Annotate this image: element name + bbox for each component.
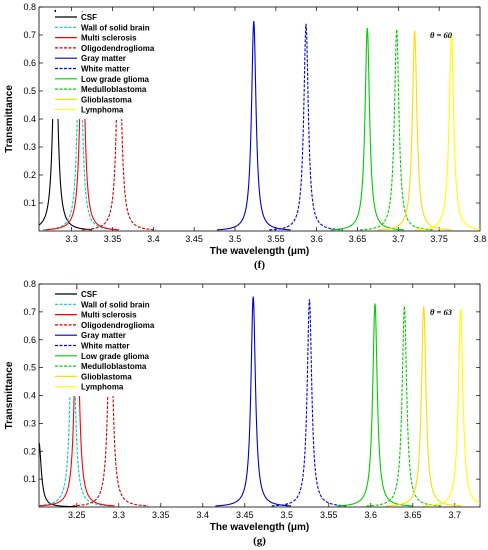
x-tick-label: 3.7: [449, 510, 462, 520]
x-tick-label: 3.55: [320, 510, 338, 520]
legend-entry: Lymphoma: [81, 106, 124, 115]
y-tick-label: 0.3: [23, 418, 36, 428]
legend-entry: Wall of solid brain: [81, 23, 150, 32]
series-line-5: [215, 296, 292, 507]
legend-entry: White matter: [81, 342, 129, 351]
y-axis-label: Transmittance: [4, 85, 15, 153]
legend-entry: Medulloblastoma: [81, 362, 147, 371]
x-tick-label: 3.4: [147, 234, 160, 244]
x-tick-label: 3.6: [310, 234, 323, 244]
x-tick-label: 3.75: [430, 234, 448, 244]
y-tick-label: 0.4: [23, 391, 36, 401]
angle-annotation: θ = 63: [430, 307, 453, 317]
x-tick-label: 3.3: [113, 510, 126, 520]
legend-entry: Medulloblastoma: [81, 85, 147, 94]
legend-entry: Wall of solid brain: [81, 300, 150, 309]
y-tick-label: 0.2: [23, 446, 36, 456]
series-line-6: [269, 23, 343, 231]
series-line-1: [39, 442, 77, 507]
x-tick-label: 3.55: [267, 234, 285, 244]
series-line-5: [216, 20, 291, 231]
x-tick-label: 3.45: [236, 510, 254, 520]
legend-entry: Multi sclerosis: [81, 34, 137, 43]
x-axis-label: The wavelength (μm): [210, 522, 309, 533]
y-tick-label: 0.2: [23, 170, 36, 180]
x-tick-label: 3.7: [392, 234, 405, 244]
legend-entry: CSF: [81, 290, 97, 299]
x-tick-label: 3.4: [197, 510, 210, 520]
panel-caption: (g): [253, 535, 266, 547]
x-tick-label: 3.5: [229, 234, 242, 244]
series-line-9: [377, 30, 452, 231]
y-tick-label: 0.3: [23, 142, 36, 152]
y-tick-label: 0.8: [23, 279, 36, 289]
legend-entry: Gray matter: [81, 331, 126, 340]
series-line-9: [385, 306, 462, 507]
legend-entry: CSF: [81, 13, 97, 22]
x-tick-label-edge: 3.8: [474, 234, 487, 244]
x-tick-label: 3.35: [152, 510, 170, 520]
legend-entry: White matter: [81, 65, 129, 74]
y-tick-label: 0.6: [23, 58, 36, 68]
y-tick-label: 0.7: [23, 30, 36, 40]
y-axis-label: Transmittance: [4, 361, 15, 429]
y-tick-label: 0.6: [23, 335, 36, 345]
y-tick-label: 0.7: [23, 307, 36, 317]
legend-box: [51, 289, 173, 396]
x-tick-label: 3.65: [404, 510, 422, 520]
y-tick-label: 0.1: [23, 474, 36, 484]
y-tick-label: 0.4: [23, 114, 36, 124]
legend-entry: Low grade glioma: [81, 352, 150, 361]
series-line-10: [414, 33, 480, 231]
y-tick-label: 0.5: [23, 363, 36, 373]
legend-entry: Multi sclerosis: [81, 311, 137, 320]
series-line-3: [39, 286, 115, 507]
panel-caption: (f): [254, 259, 265, 271]
x-tick-label: 3.5: [281, 510, 294, 520]
series-line-3: [45, 11, 120, 231]
legend-box: [51, 12, 173, 119]
legend-entry: Oligodendroglioma: [81, 321, 155, 330]
x-tick-label: 3.45: [185, 234, 203, 244]
x-tick-label: 3.25: [68, 510, 86, 520]
series-line-8: [366, 306, 443, 507]
series-line-1: [39, 9, 93, 231]
legend-entry: Gray matter: [81, 54, 126, 63]
y-tick-label: 0.5: [23, 86, 36, 96]
y-tick-label: 0.1: [23, 198, 36, 208]
legend-entry: Glioblastoma: [81, 372, 132, 381]
x-tick-label: 3.35: [104, 234, 122, 244]
x-tick-label: 3.6: [365, 510, 378, 520]
x-tick-label: 3.3: [65, 234, 78, 244]
series-line-6: [271, 299, 348, 507]
legend-entry: Oligodendroglioma: [81, 44, 155, 53]
legend-entry: Low grade glioma: [81, 75, 150, 84]
legend-entry: Glioblastoma: [81, 95, 132, 104]
legend-entry: Lymphoma: [81, 383, 124, 392]
series-line-10: [422, 307, 480, 507]
x-tick-label: 3.65: [349, 234, 367, 244]
y-tick-label: 0.8: [23, 2, 36, 12]
series-line-8: [359, 29, 434, 231]
angle-annotation: θ = 60: [430, 30, 453, 40]
x-axis-label: The wavelength (μm): [210, 246, 309, 257]
